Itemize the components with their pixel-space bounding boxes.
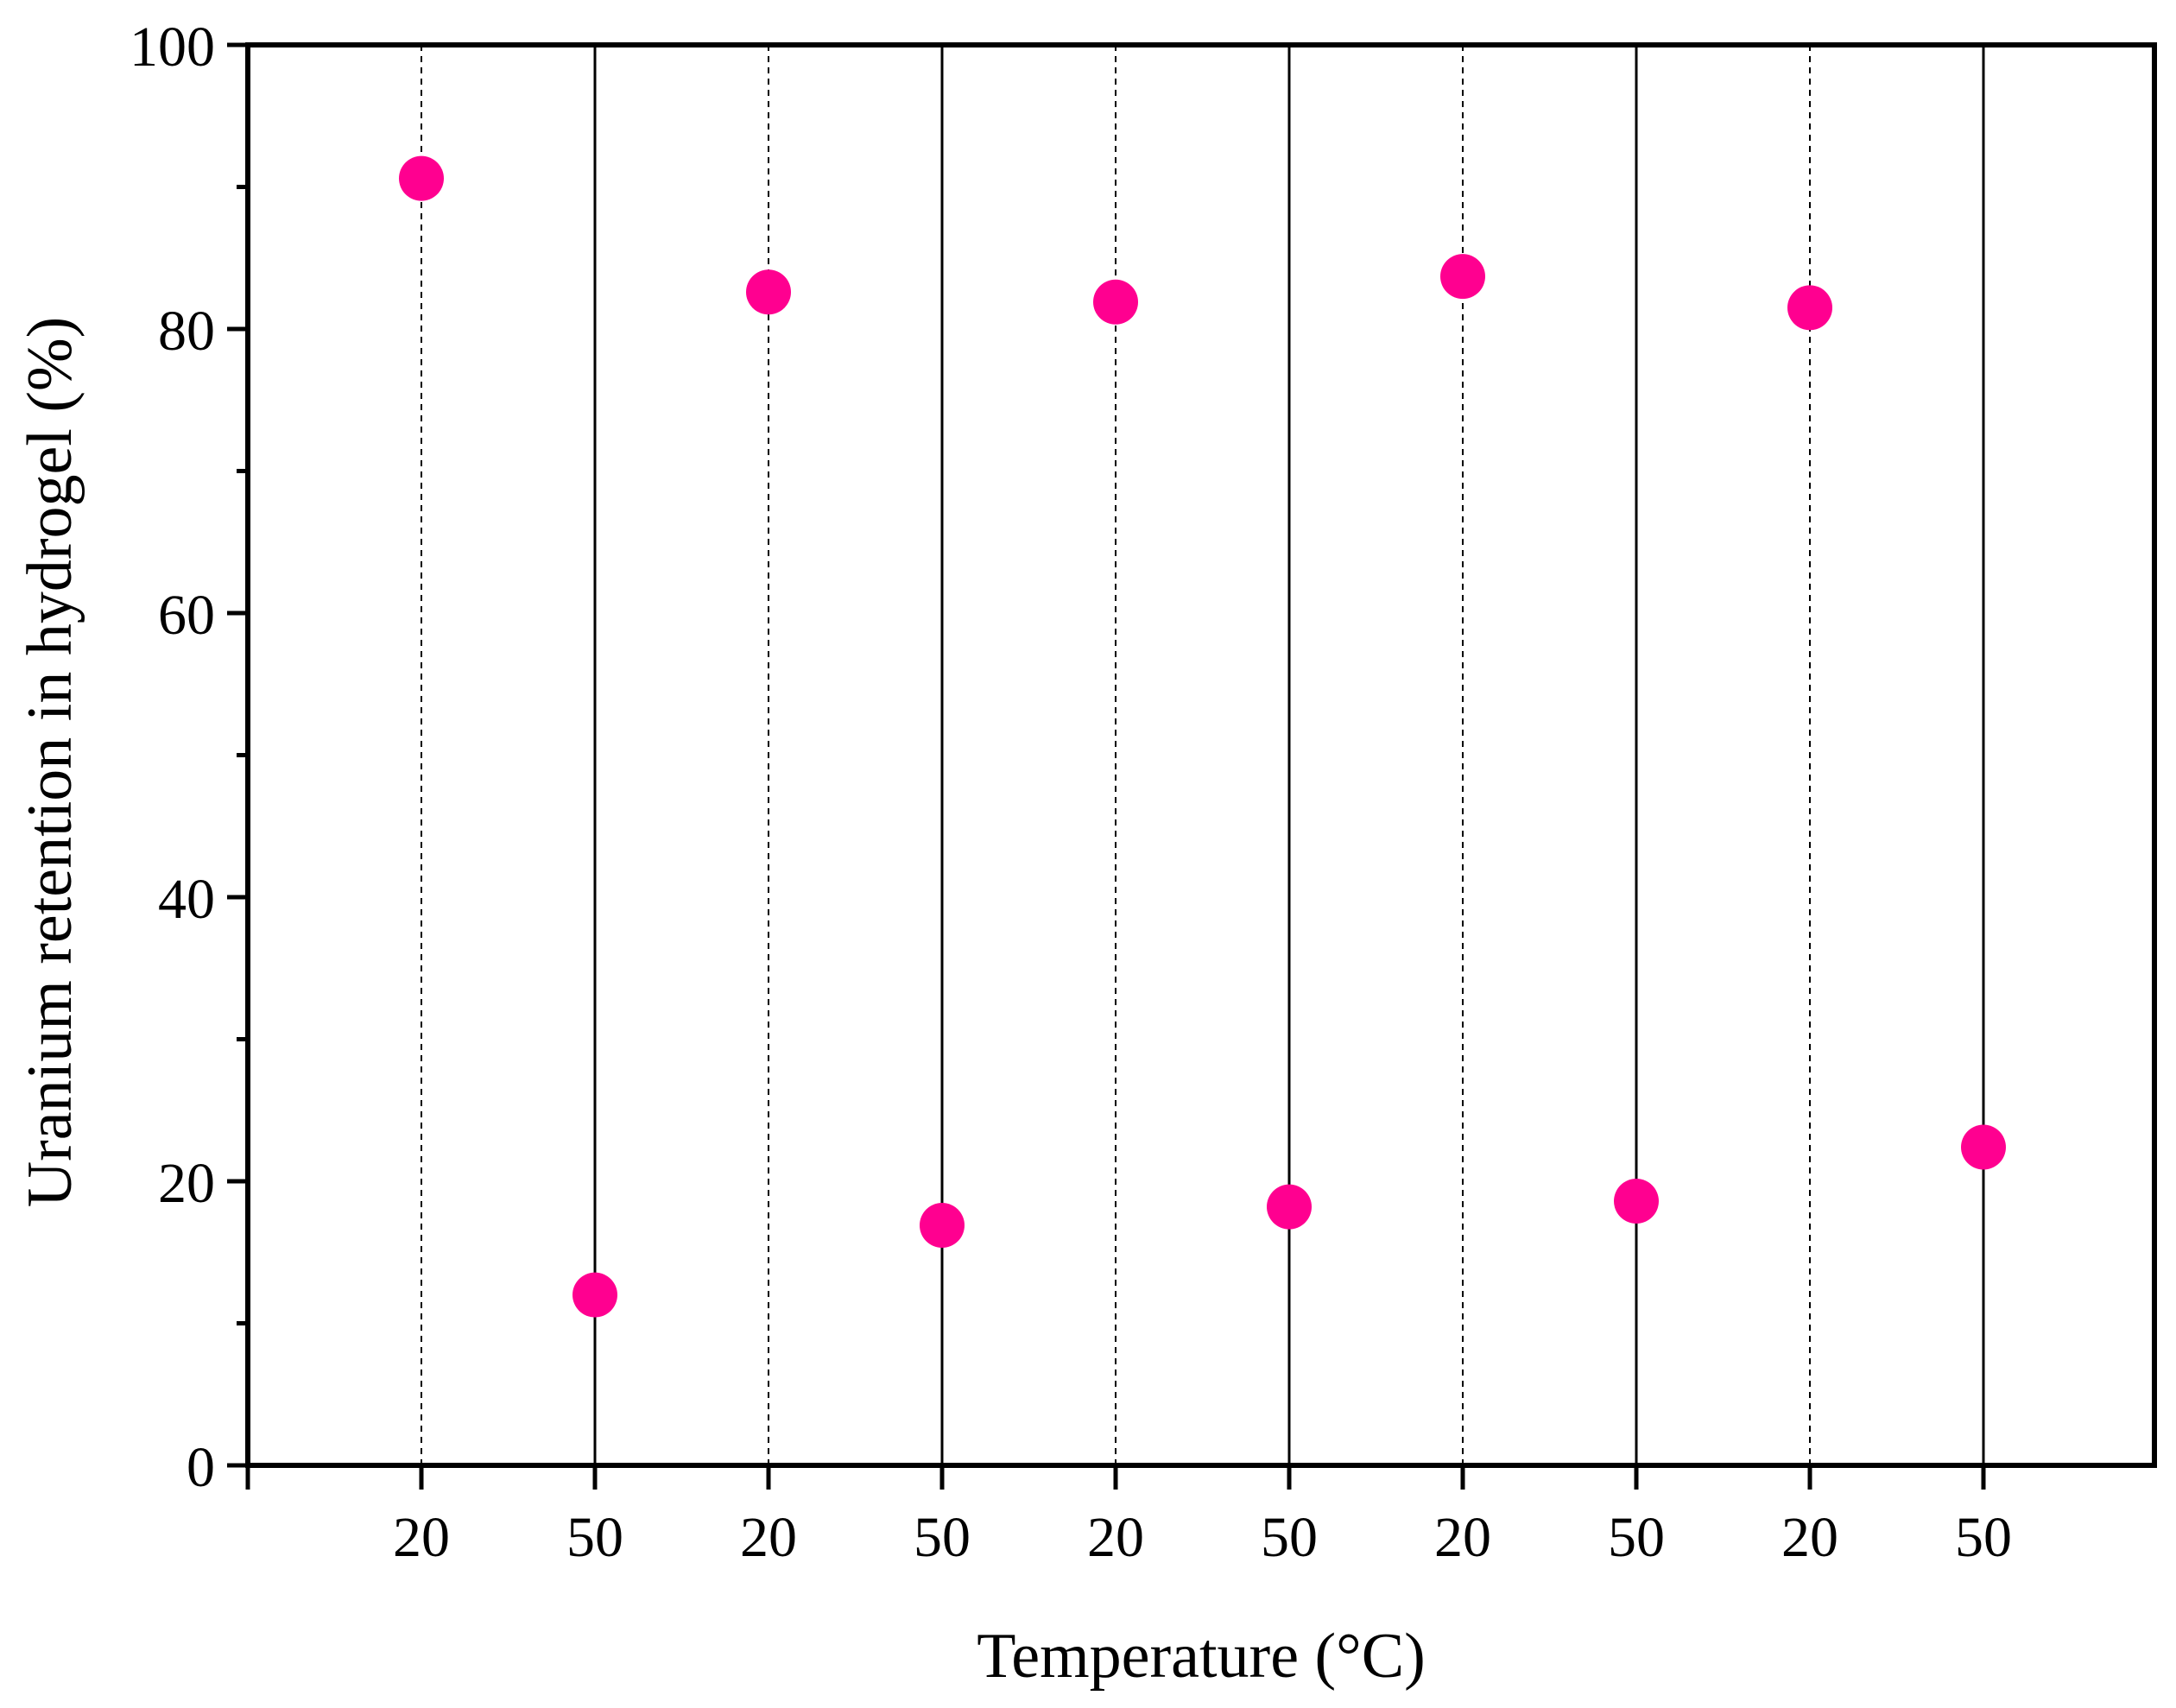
x-tick-label: 50 xyxy=(914,1506,971,1569)
data-point xyxy=(1961,1124,2006,1170)
y-tick-label: 40 xyxy=(158,868,215,931)
data-point xyxy=(572,1272,617,1318)
data-point xyxy=(746,269,791,315)
data-point xyxy=(1787,285,1832,331)
grid-lines xyxy=(421,45,1985,1465)
data-point xyxy=(399,155,444,201)
x-tick-label: 20 xyxy=(1781,1506,1838,1569)
x-tick-label: 50 xyxy=(1608,1506,1665,1569)
x-tick-label: 50 xyxy=(1261,1506,1318,1569)
y-tick-label: 0 xyxy=(187,1436,215,1499)
plot-frame xyxy=(245,42,2157,1468)
x-tick-label: 20 xyxy=(740,1506,797,1569)
data-point xyxy=(1267,1184,1312,1230)
tick-labels: 0 20 40 60 80 100 20 50 20 50 20 50 20 50 20 50 xyxy=(130,16,2012,1569)
y-tick-label: 60 xyxy=(158,584,215,647)
y-tick-label: 20 xyxy=(158,1152,215,1215)
x-tick-label: 20 xyxy=(1087,1506,1144,1569)
y-tick-label: 100 xyxy=(130,16,215,79)
x-tick-label: 50 xyxy=(1955,1506,2012,1569)
data-point xyxy=(1093,279,1138,325)
data-point xyxy=(920,1202,965,1248)
axes xyxy=(227,42,2157,1490)
data-point xyxy=(1440,254,1485,300)
x-tick-label: 50 xyxy=(566,1506,623,1569)
data-point xyxy=(1614,1179,1659,1224)
data-points xyxy=(399,155,2006,1318)
y-tick-label: 80 xyxy=(158,300,215,363)
x-tick-label: 20 xyxy=(1434,1506,1491,1569)
y-axis-label: Uranium retention in hydrogel (%) xyxy=(15,317,85,1208)
x-tick-label: 20 xyxy=(393,1506,450,1569)
x-axis-label: Temperature (°C) xyxy=(977,1621,1426,1692)
